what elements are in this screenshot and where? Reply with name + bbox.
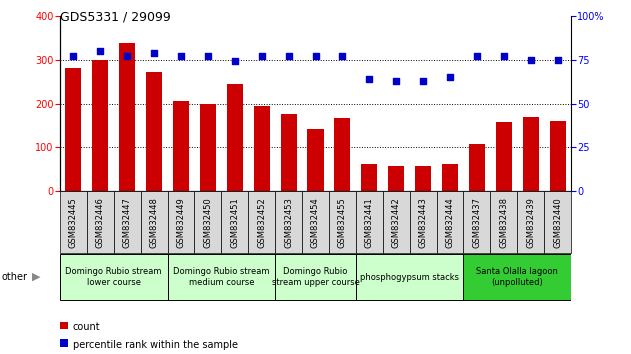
- Text: GSM832448: GSM832448: [150, 197, 158, 247]
- Point: [498, 53, 509, 59]
- Text: Santa Olalla lagoon
(unpolluted): Santa Olalla lagoon (unpolluted): [476, 267, 558, 287]
- Text: GSM832437: GSM832437: [473, 196, 481, 248]
- Point: [230, 59, 240, 64]
- Point: [418, 78, 428, 84]
- Point: [68, 53, 78, 59]
- FancyBboxPatch shape: [248, 191, 275, 253]
- Text: GSM832441: GSM832441: [365, 197, 374, 247]
- FancyBboxPatch shape: [168, 254, 275, 300]
- Point: [310, 53, 321, 59]
- Text: GSM832439: GSM832439: [526, 197, 535, 247]
- Point: [203, 53, 213, 59]
- Bar: [496, 122, 512, 191]
- FancyBboxPatch shape: [410, 191, 437, 253]
- FancyBboxPatch shape: [302, 191, 329, 253]
- Text: GSM832452: GSM832452: [257, 197, 266, 247]
- Bar: [550, 121, 565, 191]
- FancyBboxPatch shape: [194, 191, 221, 253]
- Text: GSM832453: GSM832453: [284, 197, 293, 247]
- Bar: [227, 84, 243, 191]
- Text: GSM832447: GSM832447: [122, 197, 132, 247]
- Point: [472, 53, 482, 59]
- FancyBboxPatch shape: [490, 191, 517, 253]
- Text: GSM832443: GSM832443: [418, 197, 428, 247]
- Point: [445, 74, 455, 80]
- Text: GSM832451: GSM832451: [230, 197, 239, 247]
- Bar: [334, 118, 350, 191]
- Text: percentile rank within the sample: percentile rank within the sample: [73, 340, 237, 350]
- FancyBboxPatch shape: [275, 254, 356, 300]
- Point: [122, 53, 133, 59]
- Bar: [146, 72, 162, 191]
- Text: GSM832446: GSM832446: [96, 197, 105, 247]
- Text: GDS5331 / 29099: GDS5331 / 29099: [60, 11, 171, 24]
- Bar: [254, 106, 270, 191]
- Point: [338, 53, 348, 59]
- FancyBboxPatch shape: [168, 191, 194, 253]
- FancyBboxPatch shape: [60, 191, 87, 253]
- Text: GSM832450: GSM832450: [203, 197, 213, 247]
- Bar: [469, 144, 485, 191]
- Text: GSM832440: GSM832440: [553, 197, 562, 247]
- FancyBboxPatch shape: [437, 191, 463, 253]
- Point: [257, 53, 267, 59]
- Point: [176, 53, 186, 59]
- Text: phosphogypsum stacks: phosphogypsum stacks: [360, 273, 459, 281]
- Point: [526, 57, 536, 63]
- Bar: [522, 117, 539, 191]
- FancyBboxPatch shape: [356, 254, 463, 300]
- FancyBboxPatch shape: [60, 254, 168, 300]
- FancyBboxPatch shape: [356, 191, 383, 253]
- Text: GSM832454: GSM832454: [311, 197, 320, 247]
- FancyBboxPatch shape: [517, 191, 544, 253]
- Bar: [307, 129, 324, 191]
- Bar: [388, 166, 404, 191]
- Point: [283, 53, 293, 59]
- Point: [364, 76, 374, 82]
- FancyBboxPatch shape: [114, 191, 141, 253]
- Text: count: count: [73, 322, 100, 332]
- Text: other: other: [2, 272, 28, 282]
- Bar: [415, 166, 431, 191]
- Bar: [200, 103, 216, 191]
- Bar: [119, 43, 135, 191]
- Text: GSM832455: GSM832455: [338, 197, 347, 247]
- Text: GSM832442: GSM832442: [392, 197, 401, 247]
- FancyBboxPatch shape: [329, 191, 356, 253]
- Text: GSM832438: GSM832438: [499, 196, 509, 248]
- Bar: [281, 114, 297, 191]
- Point: [95, 48, 105, 54]
- FancyBboxPatch shape: [275, 191, 302, 253]
- Text: GSM832449: GSM832449: [177, 197, 186, 247]
- Point: [553, 57, 563, 63]
- Bar: [361, 164, 377, 191]
- Text: GSM832445: GSM832445: [69, 197, 78, 247]
- FancyBboxPatch shape: [544, 191, 571, 253]
- Point: [391, 78, 401, 84]
- Point: [149, 50, 159, 56]
- Text: Domingo Rubio stream
medium course: Domingo Rubio stream medium course: [173, 267, 269, 287]
- FancyBboxPatch shape: [221, 191, 248, 253]
- Text: Domingo Rubio stream
lower course: Domingo Rubio stream lower course: [66, 267, 162, 287]
- Text: ▶: ▶: [32, 272, 40, 282]
- FancyBboxPatch shape: [463, 254, 571, 300]
- Bar: [442, 164, 458, 191]
- FancyBboxPatch shape: [141, 191, 168, 253]
- Bar: [66, 68, 81, 191]
- FancyBboxPatch shape: [383, 191, 410, 253]
- Bar: [173, 101, 189, 191]
- Text: Domingo Rubio
stream upper course: Domingo Rubio stream upper course: [271, 267, 360, 287]
- Text: GSM832444: GSM832444: [445, 197, 454, 247]
- FancyBboxPatch shape: [463, 191, 490, 253]
- Bar: [92, 60, 109, 191]
- FancyBboxPatch shape: [87, 191, 114, 253]
